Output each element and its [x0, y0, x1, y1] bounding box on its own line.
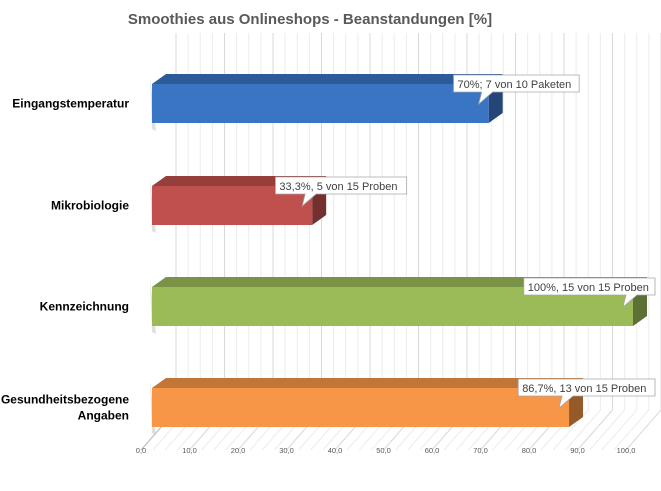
- category-label: Eingangstemperatur: [12, 97, 129, 111]
- bar-front: [152, 388, 570, 427]
- data-label: 70%; 7 von 10 Paketen: [458, 79, 572, 91]
- x-tick-label: 50,0: [376, 446, 391, 455]
- category-label: Angaben: [78, 409, 129, 423]
- chart-title: Smoothies aus Onlineshops - Beanstandung…: [128, 11, 492, 28]
- bar-top: [152, 74, 503, 84]
- x-tick-label: 70,0: [473, 446, 488, 455]
- bar-top: [152, 277, 647, 287]
- x-tick-label: 40,0: [328, 446, 343, 455]
- x-tick-label: 20,0: [231, 446, 246, 455]
- data-label-callout: [453, 74, 580, 106]
- gridline-floor: [613, 409, 650, 451]
- x-tick-label: 30,0: [279, 446, 294, 455]
- data-label: 100%, 15 von 15 Proben: [528, 282, 649, 294]
- data-label-callout: [523, 277, 656, 309]
- x-tick-label: 60,0: [425, 446, 440, 455]
- category-label: Mikrobiologie: [51, 199, 129, 213]
- category-label: Kennzeichnung: [40, 300, 129, 314]
- x-tick-label: 80,0: [522, 446, 537, 455]
- data-label: 86,7%, 13 von 15 Proben: [522, 383, 646, 395]
- x-tick-label: 0,0: [136, 446, 146, 455]
- category-label: Gesundheitsbezogene: [1, 393, 129, 407]
- data-label-callout: [517, 378, 656, 410]
- data-label: 33,3%, 5 von 15 Proben: [279, 181, 397, 193]
- gridline-floor: [589, 409, 626, 451]
- x-tick-label: 90,0: [570, 446, 585, 455]
- gridline-floor: [564, 409, 601, 451]
- gridline-floor: [577, 409, 613, 451]
- x-tick-label: 100,0: [617, 446, 636, 455]
- bar-front: [152, 84, 489, 123]
- gridline-floor: [601, 409, 638, 451]
- x-tick-label: 10,0: [182, 446, 197, 455]
- category-labels: Eingangstemperatur Mikrobiologie Kennzeich…: [1, 97, 129, 423]
- gridline-floor: [625, 409, 661, 451]
- data-labels: 70%; 7 von 10 Paketen 33,3%, 5 von 15 Pro…: [275, 74, 656, 410]
- x-axis-ticks: 0,0 10,0 20,0 30,0 40,0 50,0 60,0 70,0 80,0 90,0 1…: [136, 446, 636, 455]
- bar-top: [152, 378, 584, 388]
- data-label-callout: [275, 176, 408, 208]
